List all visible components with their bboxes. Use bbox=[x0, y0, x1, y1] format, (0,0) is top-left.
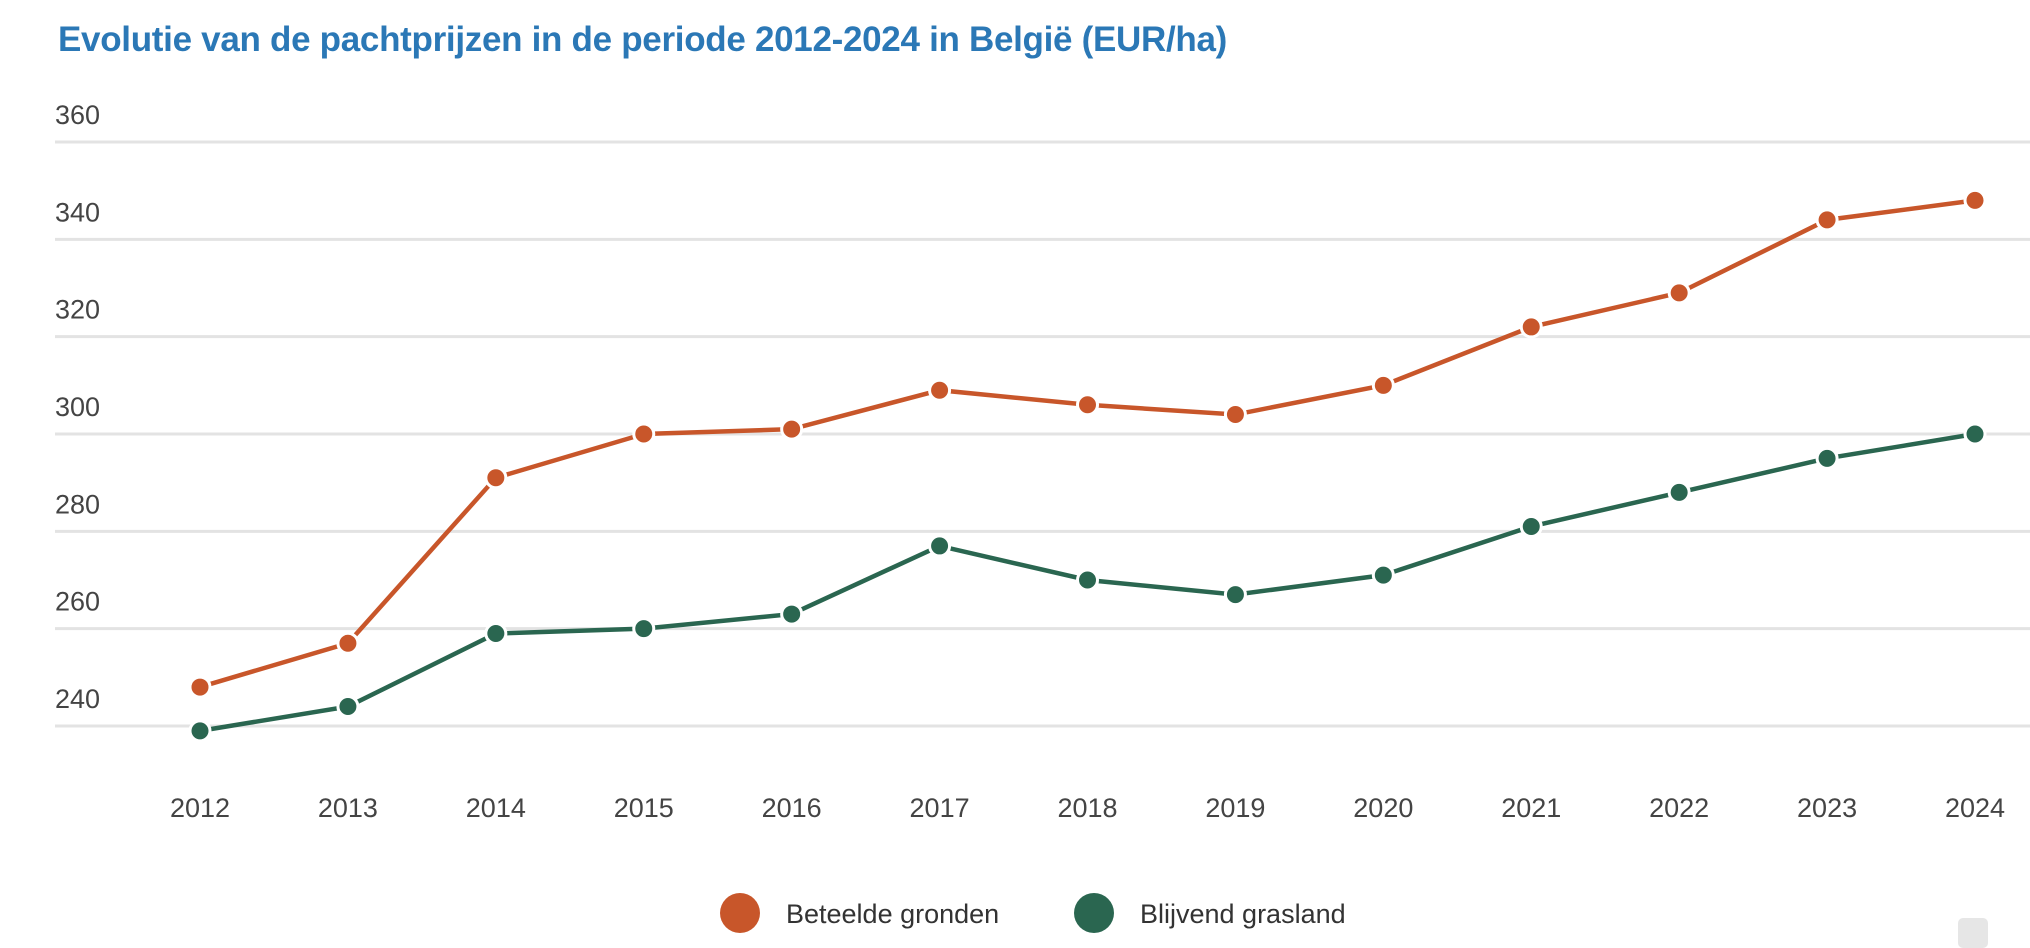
data-point[interactable] bbox=[188, 675, 212, 699]
data-point[interactable] bbox=[1667, 281, 1691, 305]
series-0 bbox=[188, 188, 1987, 699]
legend-marker-icon bbox=[1074, 893, 1114, 933]
data-point[interactable] bbox=[484, 622, 508, 646]
data-point[interactable] bbox=[1963, 188, 1987, 212]
x-tick-label: 2018 bbox=[1057, 793, 1117, 823]
x-tick-label: 2014 bbox=[466, 793, 526, 823]
data-point[interactable] bbox=[1519, 514, 1543, 538]
legend-label: Blijvend grasland bbox=[1140, 899, 1346, 929]
series-line bbox=[199, 198, 1976, 690]
data-point[interactable] bbox=[1519, 315, 1543, 339]
legend-item[interactable]: Blijvend grasland bbox=[1074, 893, 1346, 933]
data-point[interactable] bbox=[1815, 208, 1839, 232]
data-point[interactable] bbox=[336, 695, 360, 719]
data-point[interactable] bbox=[1076, 393, 1099, 417]
data-point[interactable] bbox=[632, 617, 656, 641]
data-point[interactable] bbox=[1223, 583, 1247, 607]
series-lines bbox=[188, 188, 1987, 743]
data-point[interactable] bbox=[1076, 568, 1099, 592]
x-tick-label: 2017 bbox=[910, 793, 970, 823]
data-point[interactable] bbox=[928, 378, 952, 402]
x-tick-label: 2020 bbox=[1353, 793, 1413, 823]
data-point[interactable] bbox=[484, 466, 508, 490]
scroll-handle bbox=[1958, 918, 1988, 948]
x-axis-labels: 2012 2013 2014 2015 2016 2017 2018 2019 2020 2021… bbox=[170, 793, 2005, 823]
x-tick-label: 2023 bbox=[1797, 793, 1857, 823]
x-tick-label: 2016 bbox=[762, 793, 822, 823]
legend-label: Beteelde gronden bbox=[786, 899, 999, 929]
legend-item[interactable]: Beteelde gronden bbox=[720, 893, 999, 933]
legend: Beteelde gronden Blijvend grasland bbox=[720, 893, 1346, 933]
x-tick-label: 2021 bbox=[1501, 793, 1561, 823]
data-point[interactable] bbox=[1223, 403, 1247, 427]
data-point[interactable] bbox=[1815, 446, 1839, 470]
y-tick-label: 300 bbox=[55, 392, 100, 422]
y-tick-label: 360 bbox=[55, 100, 100, 130]
y-axis-labels: 240 260 280 300 320 340 360 bbox=[55, 100, 100, 714]
x-tick-label: 2015 bbox=[614, 793, 674, 823]
y-tick-label: 340 bbox=[55, 197, 100, 227]
legend-marker-icon bbox=[720, 893, 760, 933]
data-point[interactable] bbox=[1963, 422, 1987, 446]
data-point[interactable] bbox=[780, 417, 804, 441]
data-point[interactable] bbox=[1371, 373, 1395, 397]
x-tick-label: 2013 bbox=[318, 793, 378, 823]
x-tick-label: 2012 bbox=[170, 793, 230, 823]
x-tick-label: 2024 bbox=[1945, 793, 2005, 823]
gridlines bbox=[55, 140, 2030, 728]
y-tick-label: 320 bbox=[55, 295, 100, 325]
data-point[interactable] bbox=[336, 631, 360, 655]
x-tick-label: 2019 bbox=[1205, 793, 1265, 823]
y-tick-label: 240 bbox=[55, 684, 100, 714]
data-point[interactable] bbox=[632, 422, 656, 446]
y-tick-label: 280 bbox=[55, 489, 100, 519]
data-point[interactable] bbox=[780, 602, 804, 626]
y-tick-label: 260 bbox=[55, 587, 100, 617]
chart-title: Evolutie van de pachtprijzen in de perio… bbox=[58, 20, 1228, 59]
data-point[interactable] bbox=[188, 719, 212, 743]
data-point[interactable] bbox=[1667, 480, 1691, 504]
series-1 bbox=[188, 422, 1987, 743]
data-point[interactable] bbox=[928, 534, 952, 558]
x-tick-label: 2022 bbox=[1649, 793, 1709, 823]
data-point[interactable] bbox=[1371, 563, 1395, 587]
